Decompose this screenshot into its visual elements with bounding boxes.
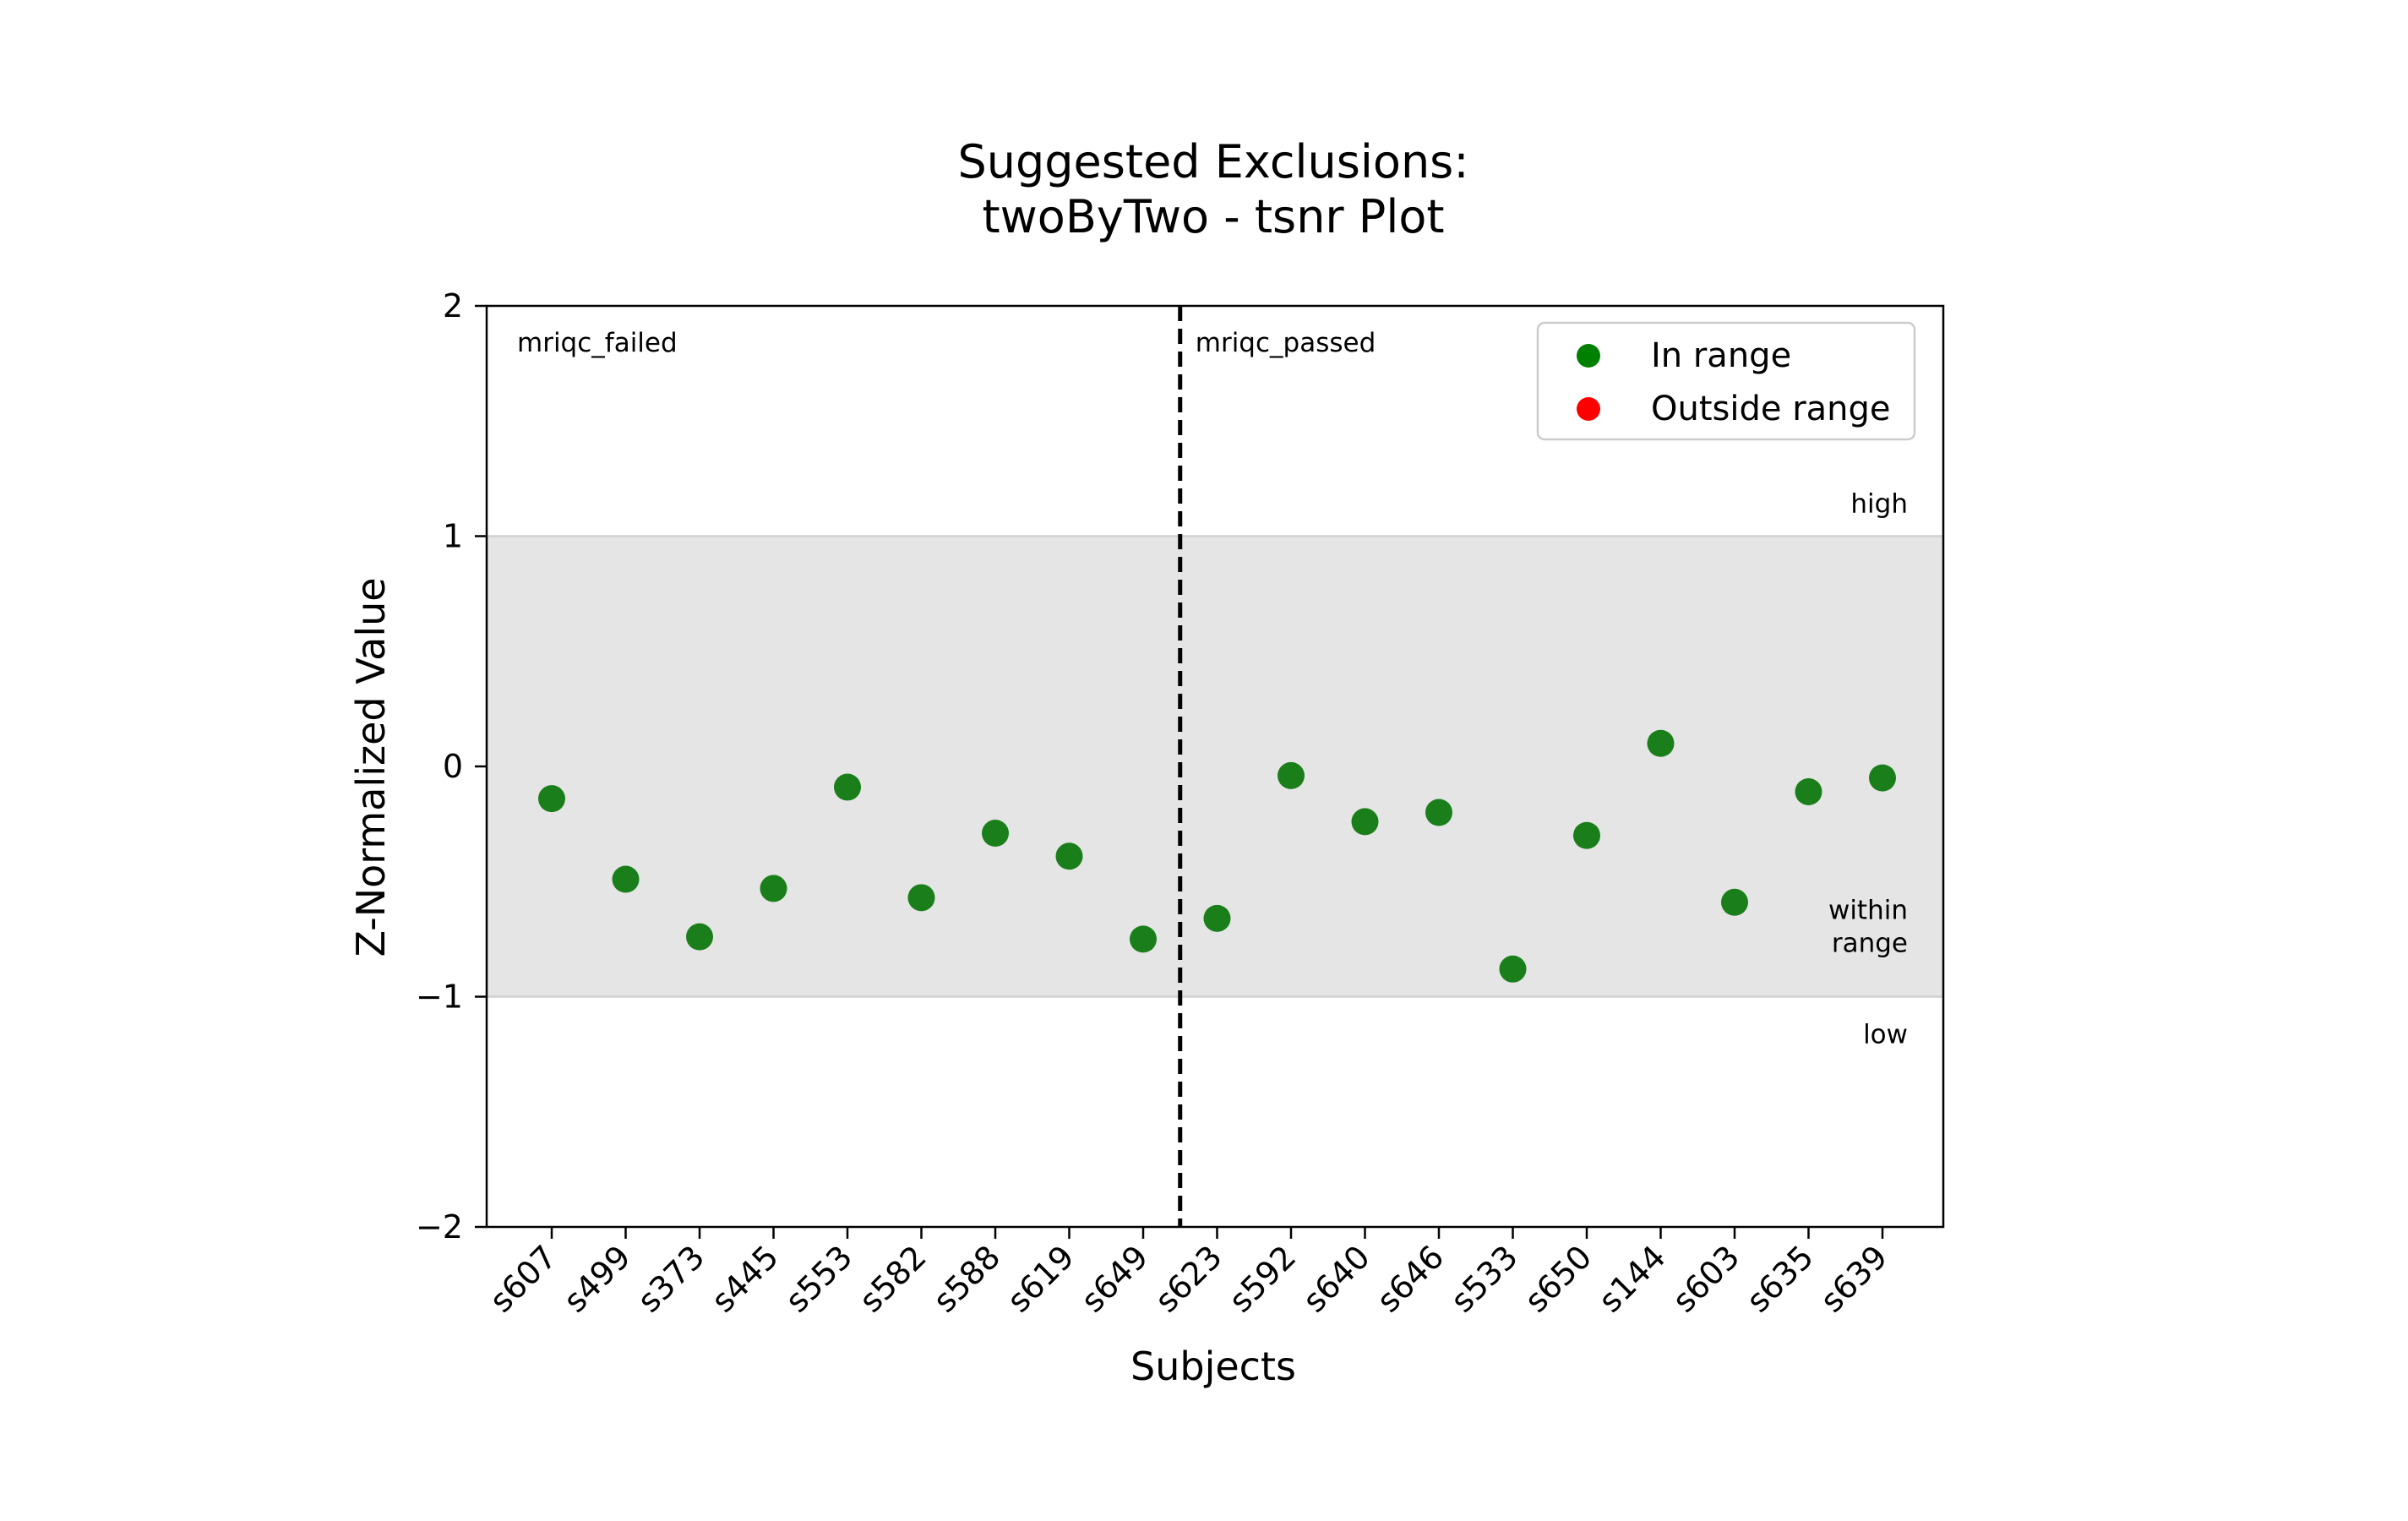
y-tick-label: 2 [443,287,463,324]
data-point-s623 [1203,904,1231,932]
data-point-s603 [1721,888,1748,916]
data-point-s607 [538,785,565,813]
x-tick-label: s619 [1000,1238,1081,1319]
data-point-s650 [1573,821,1600,849]
data-point-s619 [1055,842,1083,870]
legend-box [1536,321,1916,441]
band-label-high: high [1850,489,1908,520]
y-axis-label: Z-Normalized Value [348,577,394,957]
y-axis-ticks: 2 1 0 −1 −2 [416,287,487,1246]
x-tick-label: s445 [704,1238,785,1319]
x-tick-label: s592 [1222,1238,1303,1319]
x-tick-label: s533 [1443,1238,1524,1319]
legend-label-in-range: In range [1651,336,1791,375]
band-label-range: range [1832,929,1908,959]
plot-frame [485,304,1945,1229]
data-point-s640 [1351,808,1379,836]
chart-title-line-1: Suggested Exclusions: [957,135,1468,188]
band-label-within: within [1828,896,1908,926]
x-tick-label: s588 [926,1238,1007,1319]
group-label-mriqc-failed: mriqc_failed [517,328,678,358]
x-tick-label: s640 [1295,1238,1376,1319]
data-point-s445 [760,875,787,902]
data-point-s649 [1130,925,1157,953]
x-tick-label: s635 [1739,1238,1820,1319]
y-tick-label: −2 [416,1208,463,1246]
x-tick-label: s582 [852,1238,933,1319]
x-tick-label: s373 [630,1238,711,1319]
x-tick-label: s650 [1517,1238,1599,1319]
data-point-s635 [1795,777,1822,805]
x-tick-label: s649 [1074,1238,1155,1319]
data-point-s592 [1278,761,1305,789]
x-tick-label: s646 [1370,1238,1451,1319]
chart-title-line-2: twoByTwo - tsnr Plot [982,190,1444,243]
x-tick-label: s499 [556,1238,637,1319]
x-tick-label: s639 [1813,1238,1894,1319]
y-tick-label: 0 [443,748,463,785]
x-axis-label: Subjects [1130,1344,1296,1389]
data-point-s639 [1869,764,1896,792]
legend: In range Outside range [1536,321,1916,441]
data-points [538,729,1896,983]
x-tick-label: s623 [1147,1238,1229,1319]
data-point-s533 [1499,955,1527,983]
y-tick-label: 1 [443,518,463,555]
x-tick-label: s607 [482,1238,564,1319]
legend-marker-outside-range [1577,397,1600,421]
x-tick-label: s144 [1591,1238,1672,1319]
data-point-s373 [686,923,713,951]
data-point-s499 [612,865,640,893]
data-point-s144 [1647,729,1675,757]
data-point-s582 [907,884,935,912]
x-tick-label: s553 [778,1238,859,1319]
data-point-s553 [834,773,861,801]
x-tick-label: s603 [1665,1238,1746,1319]
group-label-mriqc-passed: mriqc_passed [1196,328,1376,358]
legend-label-outside-range: Outside range [1651,390,1891,428]
band-label-low: low [1863,1020,1908,1050]
data-point-s646 [1425,799,1452,826]
x-axis-ticks: s607s499s373s445s553s582s588s619s649s623… [482,1227,1894,1320]
data-point-s588 [982,820,1009,848]
legend-marker-in-range [1577,344,1600,368]
y-tick-label: −1 [416,979,463,1016]
